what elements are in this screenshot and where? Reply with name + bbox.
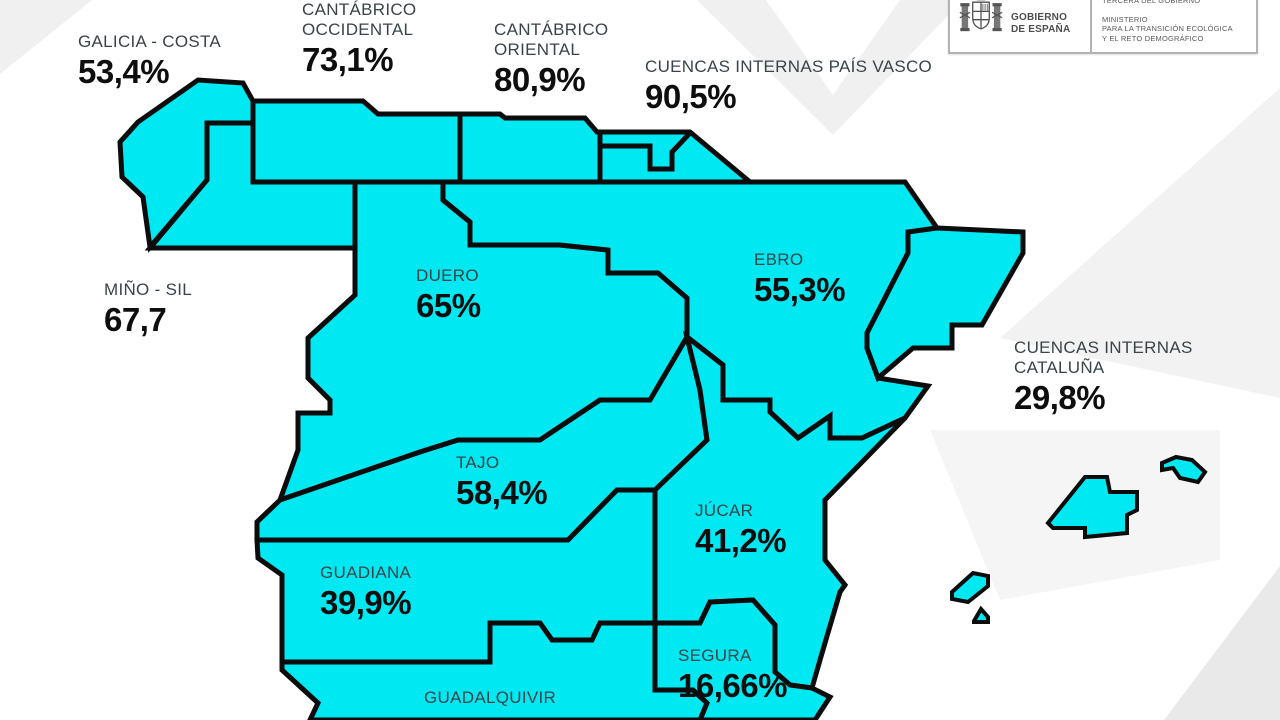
region-name: GUADALQUIVIR xyxy=(424,688,557,707)
region-name: CUENCAS INTERNAS PAÍS VASCO xyxy=(645,57,933,76)
region-shape-cuencas-internas-cataluna xyxy=(864,225,1026,383)
region-value: 41,2% xyxy=(695,522,787,559)
ministry-line1: MINISTERIO xyxy=(1102,14,1148,24)
region-label-cantabrico-oriental: CANTÁBRICO ORIENTAL 80,9% xyxy=(494,20,608,98)
region-label-cantabrico-occidental: CANTÁBRICO OCCIDENTAL 73,1% xyxy=(302,0,416,78)
region-value: 90,5% xyxy=(645,78,737,115)
region-name: DUERO xyxy=(416,266,479,285)
region-value: 39,9% xyxy=(320,584,412,621)
region-name: CUENCAS INTERNAS xyxy=(1014,338,1193,357)
region-name: EBRO xyxy=(754,250,804,269)
region-value: 58,4% xyxy=(456,474,548,511)
watermark-top-left xyxy=(0,0,92,74)
government-name-line1: GOBIERNO xyxy=(1011,12,1068,23)
region-name: MIÑO - SIL xyxy=(104,280,193,299)
region-name: SEGURA xyxy=(678,646,752,665)
region-value: 67,7 xyxy=(104,301,167,338)
government-name: GOBIERNO DE ESPAÑA xyxy=(1011,12,1070,36)
region-name: OCCIDENTAL xyxy=(302,20,414,39)
region-label-segura: SEGURA 16,66% xyxy=(678,646,787,704)
government-logo-right-cell: TERCERA DEL GOBIERNO MINISTERIO PARA LA … xyxy=(1090,0,1256,52)
region-label-cuencas-internas-pais-vasco: CUENCAS INTERNAS PAÍS VASCO 90,5% xyxy=(645,57,932,115)
region-label-cuencas-internas-cataluna: CUENCAS INTERNAS CATALUÑA 29,8% xyxy=(1014,338,1193,416)
region-label-galicia-costa: GALICIA - COSTA 53,4% xyxy=(78,32,221,90)
region-name: TAJO xyxy=(456,453,500,472)
ministry-line3: Y EL RETO DEMOGRÁFICO xyxy=(1102,33,1204,43)
island-menorca xyxy=(1160,454,1208,485)
ministry-line2: PARA LA TRANSICIÓN ECOLÓGICA xyxy=(1102,24,1233,33)
island-formentera xyxy=(972,605,990,624)
region-shape-segura xyxy=(652,597,834,720)
region-shape-cantabrico-oriental xyxy=(457,111,603,185)
region-name: CANTÁBRICO xyxy=(494,20,609,39)
region-name: ORIENTAL xyxy=(494,40,581,59)
region-name: CATALUÑA xyxy=(1014,358,1105,377)
region-label-jucar: JÚCAR 41,2% xyxy=(695,501,787,559)
region-name: GALICIA - COSTA xyxy=(78,32,222,51)
region-label-guadalquivir: GUADALQUIVIR xyxy=(424,688,556,708)
spain-coat-of-arms-icon xyxy=(959,0,1003,32)
region-label-duero: DUERO 65% xyxy=(416,266,481,324)
region-label-mino-sil: MIÑO - SIL 67,7 xyxy=(104,280,192,338)
region-name: JÚCAR xyxy=(695,501,754,520)
ministry-name: MINISTERIO PARA LA TRANSICIÓN ECOLÓGICA … xyxy=(1102,15,1248,44)
region-label-tajo: TAJO 58,4% xyxy=(456,453,548,511)
watermark-chevron-top xyxy=(697,0,963,135)
region-value: 29,8% xyxy=(1014,379,1106,416)
region-value: 16,66% xyxy=(678,667,787,704)
region-value: 65% xyxy=(416,287,481,324)
watermark-bottom-right xyxy=(1164,566,1280,720)
region-shape-cantabrico-occidental xyxy=(250,98,463,185)
vicepresidency-line: TERCERA DEL GOBIERNO xyxy=(1102,0,1201,5)
island-mallorca xyxy=(1045,475,1139,540)
region-label-guadiana: GUADIANA 39,9% xyxy=(320,563,412,621)
island-ibiza xyxy=(950,570,990,605)
watermark-right xyxy=(1000,88,1280,398)
region-value: 55,3% xyxy=(754,271,846,308)
pais-vasco-inner-border xyxy=(600,131,692,172)
region-value: 80,9% xyxy=(494,61,586,98)
region-label-ebro: EBRO 55,3% xyxy=(754,250,846,308)
region-name: CANTÁBRICO xyxy=(302,0,417,19)
government-logo: GOBIERNO DE ESPAÑA TERCERA DEL GOBIERNO … xyxy=(948,0,1258,54)
government-logo-left-cell: GOBIERNO DE ESPAÑA xyxy=(950,0,1090,52)
region-value: 73,1% xyxy=(302,41,394,78)
region-value: 53,4% xyxy=(78,53,170,90)
region-shape-cuencas-internas-pais-vasco xyxy=(597,129,757,185)
region-name: GUADIANA xyxy=(320,563,412,582)
government-name-line2: DE ESPAÑA xyxy=(1011,24,1071,35)
